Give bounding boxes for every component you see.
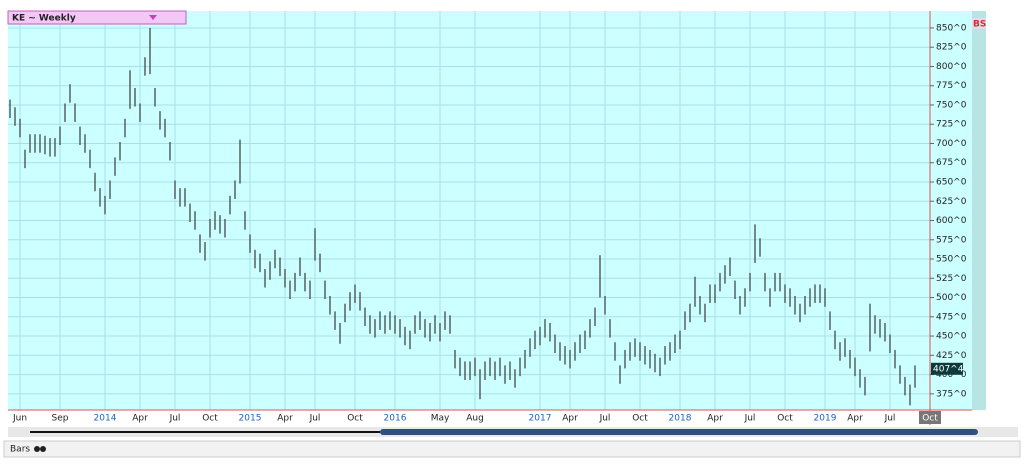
y-tick-label: 525^0 xyxy=(936,274,967,284)
y-tick-label: 575^0 xyxy=(936,235,967,245)
x-tick-label: Oct xyxy=(632,414,648,424)
buy-sell[interactable] xyxy=(972,18,986,29)
y-tick-label: 475^0 xyxy=(936,312,967,322)
last-price-box xyxy=(931,362,963,375)
y-tick-label: 700^0 xyxy=(936,139,967,149)
x-tick-label: 2019 xyxy=(814,414,837,424)
y-tick-label: 550^0 xyxy=(936,255,967,265)
y-tick-label: 725^0 xyxy=(936,120,967,130)
y-tick-label: 825^0 xyxy=(936,43,967,53)
x-tick-label: Jun xyxy=(12,414,27,424)
x-tick-label: Oct xyxy=(777,414,793,424)
x-tick-label: Jul xyxy=(884,414,896,424)
x-tick-label: Oct xyxy=(347,414,363,424)
y-tick-label: 400^0 xyxy=(936,370,967,380)
x-tick-label: Apr xyxy=(707,414,723,424)
x-tick-label: 2015 xyxy=(239,414,262,424)
chart-title: KE ~ Weekly xyxy=(12,14,76,24)
x-tick-label: May xyxy=(431,414,450,424)
last-price-label: 407^4 xyxy=(933,364,964,374)
x-tick-label: Aug xyxy=(466,414,484,424)
y-tick-label: 375^0 xyxy=(936,389,967,399)
y-tick-label: 425^0 xyxy=(936,351,967,361)
side-strip xyxy=(972,11,986,410)
x-axis: Jun Sep 2014 Apr Jul Oct 2015 Apr Jul Oct 2016 May A… xyxy=(12,411,941,424)
x-tick-label: 2014 xyxy=(94,414,117,424)
footer-label: Bars xyxy=(10,445,30,455)
x-tick-label: Oct xyxy=(202,414,218,424)
x-tick-label: Jul xyxy=(599,414,611,424)
x-tick-label: Apr xyxy=(132,414,148,424)
x-tick-label: Apr xyxy=(847,414,863,424)
buy-sell-label: BS xyxy=(973,20,986,30)
y-tick-label: 625^0 xyxy=(936,197,967,207)
y-tick-label: 850^0 xyxy=(936,23,967,33)
symbol-box[interactable] xyxy=(7,10,187,25)
y-tick-label: 675^0 xyxy=(936,158,967,168)
x-tick-label: 2018 xyxy=(669,414,692,424)
cursor-box xyxy=(919,411,941,424)
x-tick-label: 2017 xyxy=(529,414,552,424)
icon[interactable] xyxy=(34,446,40,452)
y-tick-label: 800^0 xyxy=(936,62,967,72)
x-tick-label: Jul xyxy=(744,414,756,424)
plot-area xyxy=(8,11,930,410)
y-tick-label: 600^0 xyxy=(936,216,967,226)
y-tick-label: 650^0 xyxy=(936,178,967,188)
bars xyxy=(9,27,916,406)
dropdown-arrow[interactable] xyxy=(149,15,157,20)
x-tick-label: Jul xyxy=(169,414,181,424)
y-tick-label: 500^0 xyxy=(936,293,967,303)
y-tick-label: 450^0 xyxy=(936,332,967,342)
axis-area xyxy=(930,11,972,410)
x-tick-label: 2016 xyxy=(384,414,407,424)
x-tick-label: Oct xyxy=(922,414,938,424)
scroll-thumb[interactable] xyxy=(380,429,978,435)
x-tick-label: Jul xyxy=(309,414,321,424)
y-tick-label: 750^0 xyxy=(936,100,967,110)
x-tick-label: Apr xyxy=(277,414,293,424)
icon[interactable] xyxy=(40,446,46,452)
status-bar xyxy=(3,440,1021,458)
x-tick-label: Apr xyxy=(562,414,578,424)
x-tick-label: Sep xyxy=(52,414,69,424)
y-tick-label: 775^0 xyxy=(936,81,967,91)
